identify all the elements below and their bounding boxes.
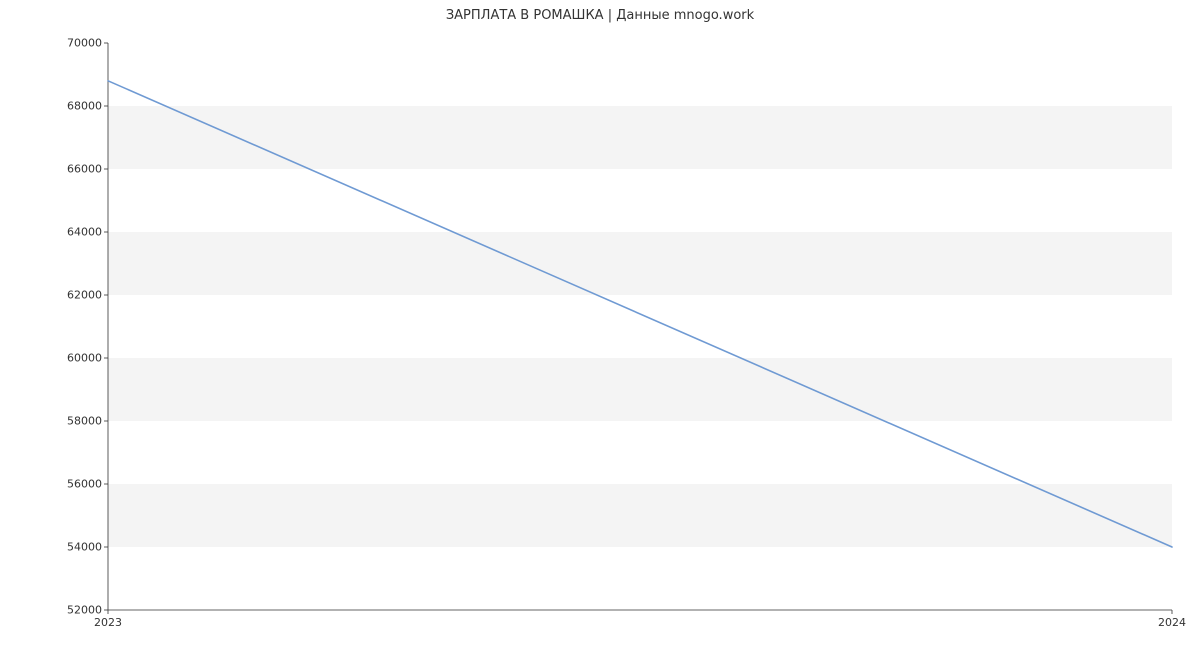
x-tick-label: 2024 [1158, 610, 1186, 629]
x-tick-label: 2023 [94, 610, 122, 629]
y-tick-label: 70000 [67, 37, 108, 50]
grid-band [108, 484, 1172, 547]
y-tick-label: 58000 [67, 415, 108, 428]
y-tick-label: 56000 [67, 478, 108, 491]
grid-band [108, 358, 1172, 421]
y-tick-label: 62000 [67, 289, 108, 302]
y-tick-label: 54000 [67, 541, 108, 554]
chart-plot-area: 5200054000560005800060000620006400066000… [108, 43, 1172, 610]
grid-band [108, 106, 1172, 169]
y-tick-label: 68000 [67, 100, 108, 113]
y-tick-label: 66000 [67, 163, 108, 176]
y-tick-label: 60000 [67, 352, 108, 365]
y-tick-label: 64000 [67, 226, 108, 239]
chart-title: ЗАРПЛАТА В РОМАШКА | Данные mnogo.work [0, 8, 1200, 23]
grid-band [108, 232, 1172, 295]
